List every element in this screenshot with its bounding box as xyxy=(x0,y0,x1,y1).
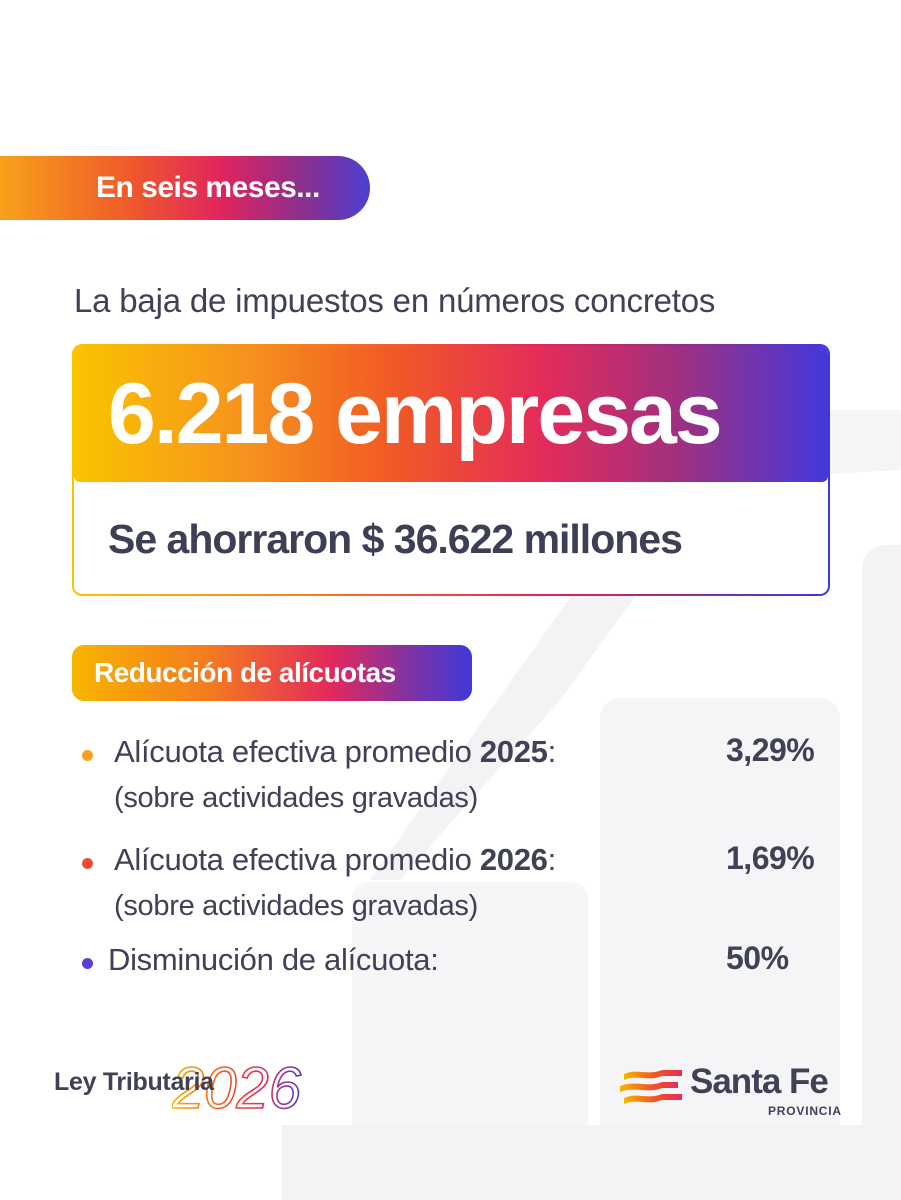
item-label: Alícuota efectiva promedio 2025: xyxy=(114,734,556,769)
period-tag: En seis meses... xyxy=(0,156,370,220)
svg-text:2026: 2026 xyxy=(172,1056,302,1116)
dotted-leader xyxy=(490,963,716,966)
dotted-leader xyxy=(638,863,716,866)
savings-amount: Se ahorraron $ 36.622 millones xyxy=(108,516,683,562)
brand-logo: Santa Fe PROVINCIA xyxy=(618,1062,858,1122)
item-label: Alícuota efectiva promedio 2026: xyxy=(114,842,556,877)
dotted-leader xyxy=(638,755,716,758)
highlight-card: 6.218 empresas Se ahorraron $ 36.622 mil… xyxy=(72,344,830,596)
law-logo: 2026 Ley Tributaria xyxy=(54,1056,334,1116)
item-value: 50% xyxy=(726,940,789,976)
bullet-icon xyxy=(82,958,93,969)
list-item: Alícuota efectiva promedio 2025: 3,29% (… xyxy=(78,732,838,822)
list-item: Alícuota efectiva promedio 2026: 1,69% (… xyxy=(78,840,838,930)
brand-subtitle: PROVINCIA xyxy=(768,1104,842,1118)
law-name: Ley Tributaria xyxy=(54,1068,214,1096)
bullet-icon xyxy=(82,858,93,869)
item-label: Disminución de alícuota: xyxy=(108,942,439,977)
item-note: (sobre actividades gravadas) xyxy=(114,890,478,922)
item-value: 3,29% xyxy=(726,732,815,768)
item-note: (sobre actividades gravadas) xyxy=(114,782,478,814)
year-graphic: 2026 xyxy=(172,1056,303,1116)
item-value: 1,69% xyxy=(726,840,815,876)
companies-count: 6.218 empresas xyxy=(74,346,828,482)
section-label: Reducción de alícuotas xyxy=(72,645,472,701)
santa-fe-icon xyxy=(620,1070,682,1104)
list-item: Disminución de alícuota: 50% xyxy=(78,940,838,984)
bullet-icon xyxy=(82,750,93,761)
page-subtitle: La baja de impuestos en números concreto… xyxy=(74,282,716,319)
brand-name: Santa Fe xyxy=(690,1062,829,1101)
